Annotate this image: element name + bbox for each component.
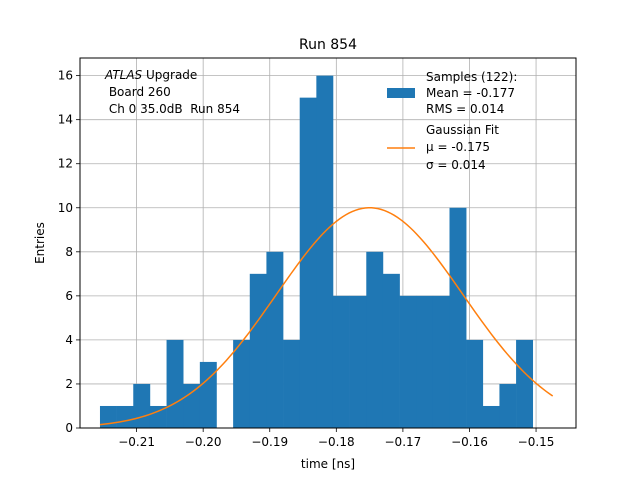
x-tick-label: −0.18 [318, 435, 355, 449]
histogram-bar [266, 251, 284, 428]
legend-histogram-line-3: RMS = 0.014 [426, 102, 504, 116]
y-tick-label: 12 [58, 157, 73, 171]
y-tick-label: 14 [58, 113, 73, 127]
histogram-bar [449, 207, 467, 428]
histogram-bar [183, 383, 201, 428]
legend-histogram-line-1: Samples (122): [426, 70, 517, 84]
y-axis-label: Entries [33, 222, 47, 264]
atlas-upgrade-label: Upgrade [142, 68, 197, 82]
x-tick-label: −0.21 [118, 435, 155, 449]
x-tick-label: −0.16 [451, 435, 488, 449]
x-tick-label: −0.17 [385, 435, 422, 449]
histogram-bar [416, 295, 434, 428]
histogram-bar [316, 75, 334, 428]
legend-fit-line-3: σ = 0.014 [426, 158, 486, 172]
chart-title: Run 854 [299, 37, 357, 53]
legend-histogram-line-2: Mean = -0.177 [426, 86, 515, 100]
histogram-bar [133, 383, 151, 428]
y-tick-label: 0 [65, 421, 73, 435]
legend-histogram-swatch [387, 88, 415, 98]
legend-fit-line-1: Gaussian Fit [426, 123, 499, 137]
legend: Samples (122): Mean = -0.177 RMS = 0.014… [387, 70, 517, 172]
histogram-bar [499, 383, 517, 428]
histogram-bar [283, 339, 301, 428]
fit-layer [99, 207, 554, 426]
histogram-bar [482, 405, 500, 428]
y-tick-label: 4 [65, 333, 73, 347]
histogram-bar [382, 273, 400, 428]
histogram-bar [166, 339, 184, 428]
atlas-annotation: ATLAS Upgrade Board 260 Ch 0 35.0dB Run … [104, 68, 240, 116]
y-tick-label: 2 [65, 377, 73, 391]
histogram-bar [366, 251, 384, 428]
histogram-bar [466, 339, 484, 428]
x-tick-label: −0.20 [185, 435, 222, 449]
x-axis-label: time [ns] [301, 457, 355, 471]
histogram-bar [349, 295, 367, 428]
y-tick-label: 16 [58, 69, 73, 83]
annotation-line-2: Board 260 [105, 85, 171, 99]
histogram-bar [249, 273, 267, 428]
histogram-bars [99, 75, 534, 429]
gaussian-fit-line [99, 207, 554, 426]
histogram-bar [199, 361, 217, 428]
x-tick-label: −0.19 [251, 435, 288, 449]
y-tick-label: 8 [65, 245, 73, 259]
axis-ticks: −0.21 −0.20 −0.19 −0.18 −0.17 −0.16 −0.15 0 2 4 6 8… [58, 69, 555, 449]
annotation-line-3: Ch 0 35.0dB Run 854 [105, 102, 240, 116]
histogram-bar [116, 405, 134, 428]
atlas-label: ATLAS [104, 68, 143, 82]
y-tick-label: 6 [65, 289, 73, 303]
histogram-bar [233, 339, 251, 428]
histogram-bar [516, 339, 534, 428]
x-tick-label: −0.15 [518, 435, 555, 449]
y-tick-label: 10 [58, 201, 73, 215]
histogram-bar [332, 295, 350, 428]
histogram-bar [299, 97, 317, 429]
histogram-bar [149, 405, 167, 428]
plot-frame [79, 57, 577, 429]
annotation-line-1: ATLAS Upgrade [104, 68, 197, 82]
histogram-bar [399, 295, 417, 428]
legend-fit-line-2: μ = -0.175 [426, 140, 490, 154]
histogram-bar [432, 295, 450, 428]
